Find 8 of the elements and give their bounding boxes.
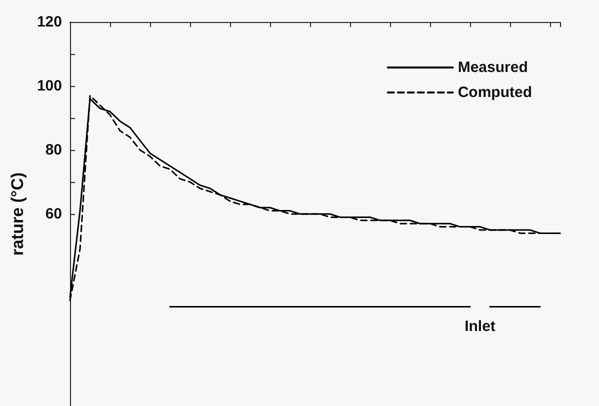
y-tick-label: 100 <box>36 78 62 94</box>
y-tick-label: 80 <box>45 142 62 158</box>
series-label: Inlet <box>464 318 496 335</box>
y-tick-label: 120 <box>36 14 62 30</box>
y-tick-label: 60 <box>45 206 62 222</box>
legend-label: Computed <box>458 84 532 101</box>
y-axis-title: rature (°C) <box>8 172 28 256</box>
legend-label: Measured <box>458 59 528 76</box>
